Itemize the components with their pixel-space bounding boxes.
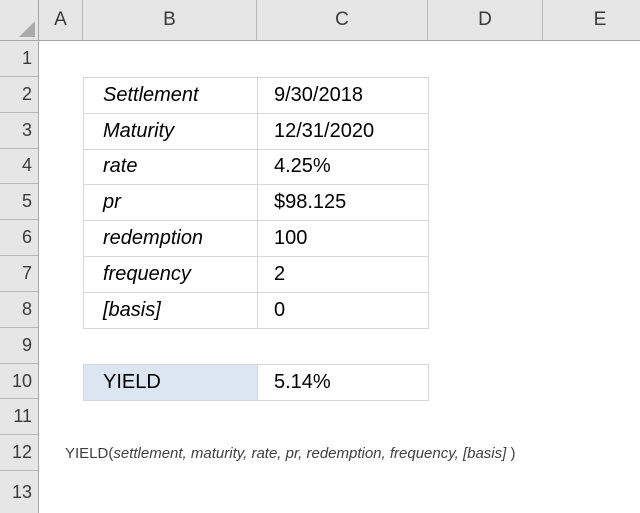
cell-value[interactable]: $98.125 xyxy=(258,185,429,222)
formula-function-name: YIELD( xyxy=(65,444,114,462)
select-all-corner[interactable] xyxy=(0,0,39,41)
table-row: Maturity 12/31/2020 xyxy=(84,113,429,150)
cell-label[interactable]: redemption xyxy=(84,221,258,258)
grid-area[interactable]: Settlement 9/30/2018 Maturity 12/31/2020… xyxy=(39,41,640,513)
row-header-1[interactable]: 1 xyxy=(0,41,39,77)
cell-value[interactable]: 100 xyxy=(258,221,429,258)
formula-note[interactable]: YIELD(settlement, maturity, rate, pr, re… xyxy=(65,435,515,471)
select-all-icon xyxy=(19,21,35,37)
column-header-b[interactable]: B xyxy=(83,0,257,41)
cell-label[interactable]: rate xyxy=(84,149,258,186)
cell-value[interactable]: 9/30/2018 xyxy=(258,77,429,114)
cell-value[interactable]: 2 xyxy=(258,257,429,293)
table-row: frequency 2 xyxy=(84,257,429,293)
row-header-8[interactable]: 8 xyxy=(0,291,39,328)
row-header-4[interactable]: 4 xyxy=(0,148,39,185)
result-row: YIELD 5.14% xyxy=(83,363,429,402)
table-row: pr $98.125 xyxy=(84,185,429,222)
table-row: Settlement 9/30/2018 xyxy=(84,77,429,114)
row-header-bar: 1 2 3 4 5 6 7 8 9 10 11 12 13 xyxy=(0,41,39,513)
column-header-bar: A B C D E xyxy=(39,0,640,41)
cell-label[interactable]: frequency xyxy=(84,257,258,293)
formula-closing-paren: ) xyxy=(506,444,516,462)
table-row: redemption 100 xyxy=(84,221,429,258)
row-header-3[interactable]: 3 xyxy=(0,112,39,149)
cell-label[interactable]: pr xyxy=(84,185,258,222)
column-header-e[interactable]: E xyxy=(543,0,640,41)
formula-arguments: settlement, maturity, rate, pr, redempti… xyxy=(113,444,507,462)
row-header-5[interactable]: 5 xyxy=(0,184,39,221)
row-header-11[interactable]: 11 xyxy=(0,399,39,436)
cell-label[interactable]: Settlement xyxy=(84,77,258,114)
input-table: Settlement 9/30/2018 Maturity 12/31/2020… xyxy=(83,76,429,329)
row-header-10[interactable]: 10 xyxy=(0,363,39,400)
table-row: [basis] 0 xyxy=(84,292,429,329)
row-header-12[interactable]: 12 xyxy=(0,435,39,472)
result-label-cell[interactable]: YIELD xyxy=(84,364,258,401)
cell-label[interactable]: [basis] xyxy=(84,292,258,329)
row-header-2[interactable]: 2 xyxy=(0,76,39,113)
column-header-d[interactable]: D xyxy=(428,0,543,41)
cell-value[interactable]: 0 xyxy=(258,292,429,329)
cell-value[interactable]: 12/31/2020 xyxy=(258,113,429,150)
cell-label[interactable]: Maturity xyxy=(84,113,258,150)
row-header-6[interactable]: 6 xyxy=(0,220,39,257)
column-header-c[interactable]: C xyxy=(257,0,428,41)
table-row: rate 4.25% xyxy=(84,149,429,186)
column-header-a[interactable]: A xyxy=(39,0,83,41)
result-value-cell[interactable]: 5.14% xyxy=(258,364,428,401)
row-header-7[interactable]: 7 xyxy=(0,256,39,292)
row-header-13[interactable]: 13 xyxy=(0,471,39,513)
cell-value[interactable]: 4.25% xyxy=(258,149,429,186)
row-header-9[interactable]: 9 xyxy=(0,327,39,364)
